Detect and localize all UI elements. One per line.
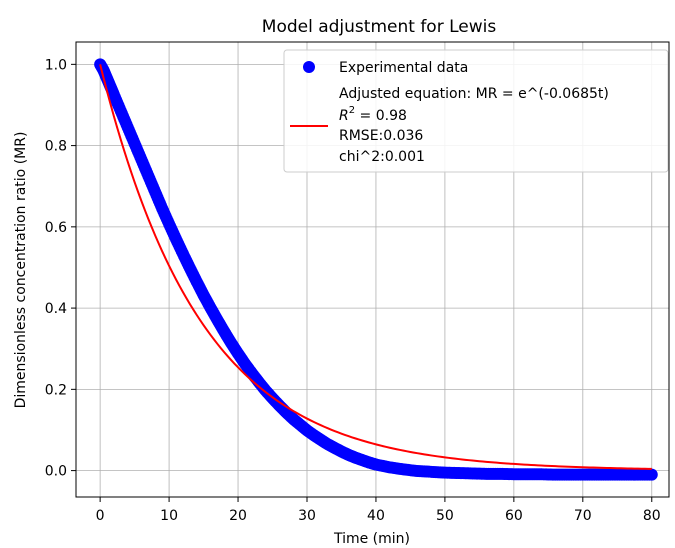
- x-tick-label: 50: [436, 508, 454, 524]
- x-tick-label: 10: [160, 508, 178, 524]
- chart-title: Model adjustment for Lewis: [262, 17, 497, 37]
- legend-label-scatter: Experimental data: [339, 60, 468, 76]
- legend-marker-scatter: [303, 61, 315, 73]
- legend-label-chi2: chi^2:0.001: [339, 149, 425, 165]
- x-tick-label: 20: [229, 508, 247, 524]
- y-tick-label: 1.0: [45, 57, 67, 73]
- legend-r2-value: = 0.98: [355, 108, 407, 124]
- y-tick-label: 0.6: [45, 220, 67, 236]
- legend-box: [283, 49, 669, 173]
- x-axis-label: Time (min): [333, 531, 410, 547]
- legend-label-equation: Adjusted equation: MR = e^(-0.0685t): [339, 86, 609, 102]
- scatter-series: [94, 58, 658, 481]
- y-axis-label: Dimensionless concentration ratio (MR): [13, 132, 29, 409]
- fitted-curve: [99, 64, 652, 470]
- x-axis-ticks: 0 10 20 30 40 50 60 70 80: [96, 497, 661, 524]
- x-tick-label: 40: [367, 508, 385, 524]
- x-tick-label: 70: [574, 508, 592, 524]
- y-tick-label: 0.2: [45, 382, 67, 398]
- y-axis-ticks: 0.0 0.2 0.4 0.6 0.8 1.0: [45, 57, 76, 480]
- y-tick-label: 0.8: [45, 139, 67, 155]
- legend-r2-superscript: 2: [349, 105, 355, 116]
- data-point: [645, 468, 658, 481]
- legend: Experimental data Adjusted equation: MR …: [283, 49, 669, 173]
- y-tick-label: 0.0: [45, 464, 67, 480]
- legend-r2-symbol: R: [339, 108, 349, 124]
- plot-area-frame: [75, 41, 670, 498]
- x-tick-label: 80: [643, 508, 661, 524]
- legend-label-rmse: RMSE:0.036: [339, 128, 423, 144]
- legend-label-r2: R2 = 0.98: [339, 105, 407, 124]
- y-tick-label: 0.4: [45, 301, 67, 317]
- x-tick-label: 60: [505, 508, 523, 524]
- x-tick-label: 30: [298, 508, 316, 524]
- x-tick-label: 0: [96, 508, 105, 524]
